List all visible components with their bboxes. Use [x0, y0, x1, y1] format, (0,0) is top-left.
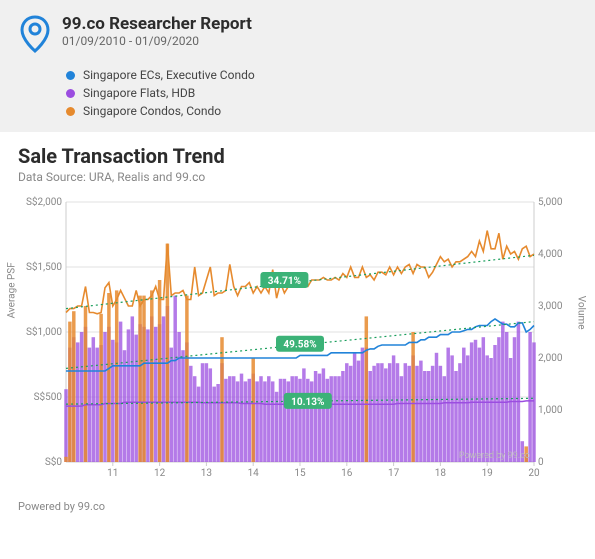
svg-text:10.13%: 10.13%	[291, 397, 324, 408]
legend-item: Singapore Flats, HDB	[66, 86, 577, 100]
svg-text:11: 11	[107, 468, 118, 479]
chart-area: Average PSF Volume S$0S$500S$1,000S$1,50…	[18, 194, 577, 488]
legend-label: Singapore Flats, HDB	[83, 86, 195, 100]
svg-text:20: 20	[528, 468, 540, 479]
brand-logo	[18, 14, 52, 58]
legend-item: Singapore Condos, Condo	[66, 104, 577, 118]
legend: Singapore ECs, Executive Condo Singapore…	[66, 68, 577, 118]
svg-text:15: 15	[294, 468, 306, 479]
svg-text:34.71%: 34.71%	[268, 276, 301, 287]
legend-dot-icon	[66, 89, 75, 98]
svg-text:5,000: 5,000	[538, 197, 563, 208]
y-left-axis-label: Average PSF	[7, 262, 18, 318]
chart-title: Sale Transaction Trend	[18, 144, 577, 168]
svg-text:18: 18	[435, 468, 447, 479]
svg-text:2,000: 2,000	[538, 353, 563, 364]
report-header: 99.co Researcher Report 01/09/2010 - 01/…	[0, 0, 595, 132]
svg-text:3,000: 3,000	[538, 301, 563, 312]
svg-text:12: 12	[154, 468, 166, 479]
footer-text: Powered by 99.co	[0, 496, 595, 523]
svg-text:S$1,000: S$1,000	[26, 325, 62, 338]
report-date-range: 01/09/2010 - 01/09/2020	[62, 34, 252, 48]
legend-label: Singapore Condos, Condo	[83, 104, 221, 118]
svg-text:13: 13	[201, 468, 212, 479]
svg-text:S$0: S$0	[45, 455, 63, 468]
svg-text:49.58%: 49.58%	[283, 340, 316, 351]
chart-svg: S$0 S$500 S$1,000 S$1,500 S$2,000 0 1,000 2,000…	[18, 194, 578, 484]
svg-text:S$2,000: S$2,000	[26, 195, 62, 208]
svg-text:19: 19	[482, 468, 493, 479]
legend-item: Singapore ECs, Executive Condo	[66, 68, 577, 82]
svg-text:4,000: 4,000	[538, 249, 563, 260]
chart-subtitle: Data Source: URA, Realis and 99.co	[18, 170, 577, 184]
svg-text:14: 14	[248, 468, 260, 479]
svg-text:Powered by 99.co: Powered by 99.co	[459, 451, 530, 461]
report-title: 99.co Researcher Report	[62, 14, 252, 34]
svg-text:1,000: 1,000	[538, 405, 563, 416]
y-right-axis-label: Volume	[576, 296, 587, 330]
legend-dot-icon	[66, 107, 75, 116]
svg-text:S$500: S$500	[34, 390, 63, 403]
svg-text:17: 17	[388, 468, 400, 479]
svg-text:0: 0	[538, 457, 544, 468]
legend-dot-icon	[66, 71, 75, 80]
legend-label: Singapore ECs, Executive Condo	[83, 68, 255, 82]
svg-text:16: 16	[341, 468, 353, 479]
svg-text:S$1,500: S$1,500	[26, 260, 62, 273]
